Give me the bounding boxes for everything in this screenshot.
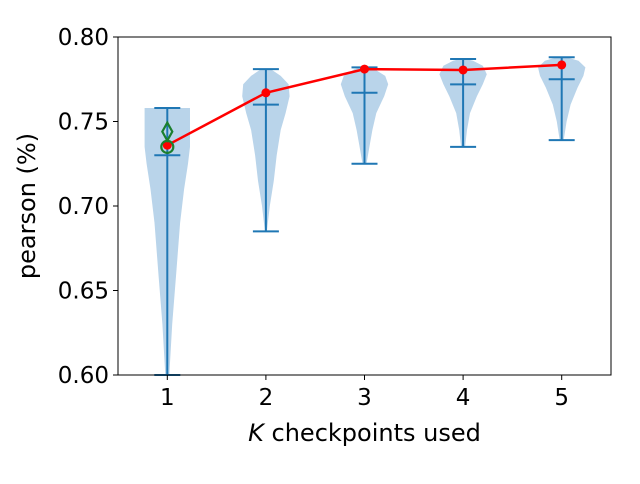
- mean-point-4: [458, 65, 468, 75]
- mean-point-1: [162, 140, 172, 150]
- x-tick-label-4: 4: [456, 385, 471, 411]
- mean-line-layer: [162, 60, 567, 150]
- mean-point-3: [360, 64, 369, 74]
- x-tick-label-1: 1: [160, 385, 175, 411]
- y-tick-label-4: 0.80: [58, 25, 109, 51]
- x-tick-label-3: 3: [357, 385, 372, 411]
- y-tick-label-0: 0.60: [58, 363, 109, 389]
- x-axis-label: K checkpoints used: [248, 419, 481, 447]
- x-tick-label-2: 2: [259, 385, 274, 411]
- x-ticks: 1 2 3 4 5: [160, 375, 569, 411]
- x-tick-label-5: 5: [554, 385, 569, 411]
- x-axis-label-italic: K: [248, 419, 266, 447]
- violins-layer: [144, 56, 586, 376]
- y-axis-label: pearson (%): [13, 133, 41, 279]
- markers-layer: [160, 120, 175, 154]
- y-tick-label-2: 0.70: [58, 194, 109, 220]
- green-circle-marker: [160, 139, 175, 154]
- y-ticks: 0.60 0.65 0.70 0.75 0.80: [58, 25, 118, 389]
- mean-point-2: [261, 88, 271, 98]
- y-tick-label-3: 0.75: [58, 110, 109, 136]
- mean-point-5: [557, 60, 567, 70]
- x-axis-label-rest: checkpoints used: [264, 419, 481, 447]
- y-tick-label-1: 0.65: [58, 279, 109, 305]
